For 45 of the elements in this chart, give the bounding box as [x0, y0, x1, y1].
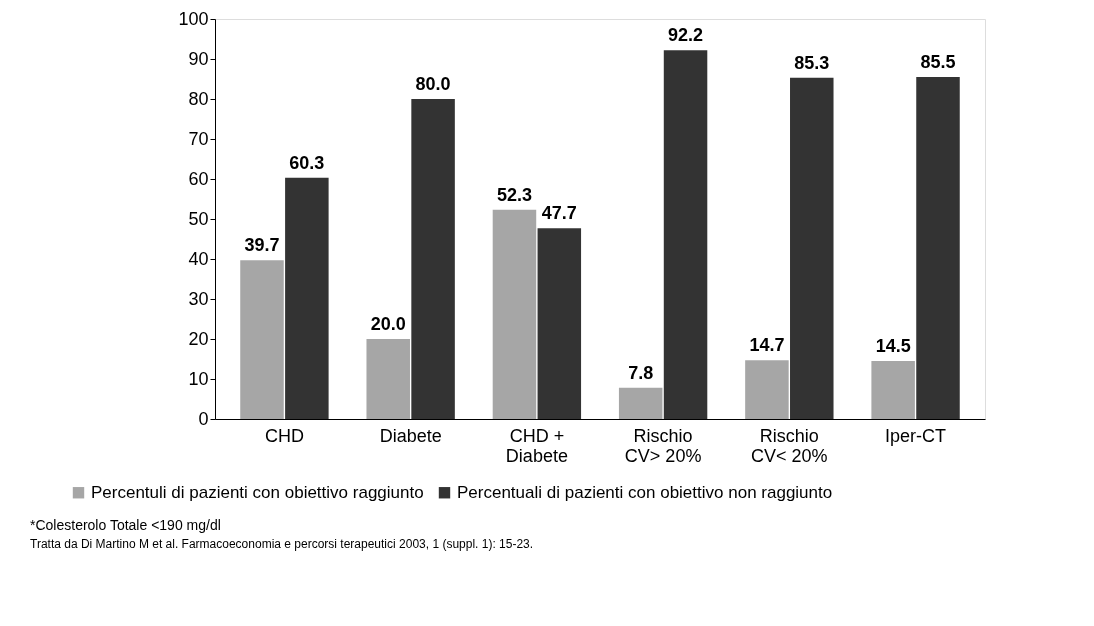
y-tick-label: 0	[198, 408, 209, 429]
bar	[745, 360, 789, 419]
data-label: 39.7	[244, 235, 280, 256]
x-tick-label: Rischio CV< 20%	[751, 425, 828, 466]
data-label: 20.0	[370, 314, 406, 334]
bar	[411, 99, 455, 419]
y-tick-label: 10	[188, 368, 209, 389]
bar	[916, 77, 960, 419]
text: *Colesterolo Totale <190 mg/dl	[30, 517, 221, 533]
data-label: 85.3	[794, 52, 830, 73]
bar	[366, 339, 410, 419]
bar	[618, 387, 663, 419]
x-tick-label: CHD	[264, 425, 304, 446]
y-tick-label: 30	[188, 288, 209, 309]
data-label: 80.0	[415, 74, 451, 94]
y-tick-label: 70	[188, 128, 209, 149]
data-label: 7.8	[628, 362, 654, 383]
bar	[663, 50, 708, 419]
data-label: 52.3	[496, 184, 532, 205]
legend-label: Percentuli di pazienti con obiettivo raggiunto	[91, 482, 424, 502]
x-tick-label: CHD + Diabete	[505, 425, 568, 466]
data-label: 60.3	[289, 152, 325, 173]
data-label: 92.2	[668, 25, 704, 46]
bar	[537, 228, 582, 419]
bar	[492, 209, 537, 419]
data-label: 14.7	[749, 335, 785, 356]
y-tick-label: 50	[188, 208, 209, 229]
bar	[240, 260, 284, 419]
data-label: 14.5	[875, 336, 911, 356]
y-tick-label: 40	[188, 248, 209, 269]
bar	[871, 361, 915, 419]
y-tick-label: 100	[178, 8, 209, 29]
y-tick-label: 60	[188, 168, 209, 189]
x-tick-label: Diabete	[379, 425, 442, 446]
text: Tratta da Di Martino M et al. Farmacoeconomia e percorsi terapeutici 2003, 1 (suppl. 1): 15-23.	[30, 537, 534, 551]
bar	[790, 77, 834, 419]
y-tick-label: 90	[188, 48, 209, 69]
y-tick-label: 20	[188, 328, 209, 349]
data-label: 85.5	[920, 52, 956, 72]
y-tick-label: 80	[188, 88, 209, 109]
x-tick-label: Rischio CV> 20%	[624, 425, 702, 466]
x-tick-label: Iper-CT	[885, 425, 947, 446]
legend-label: Percentuali di pazienti con obiettivo non raggiunto	[457, 482, 833, 502]
bar	[285, 177, 329, 419]
data-label: 47.7	[541, 203, 577, 224]
